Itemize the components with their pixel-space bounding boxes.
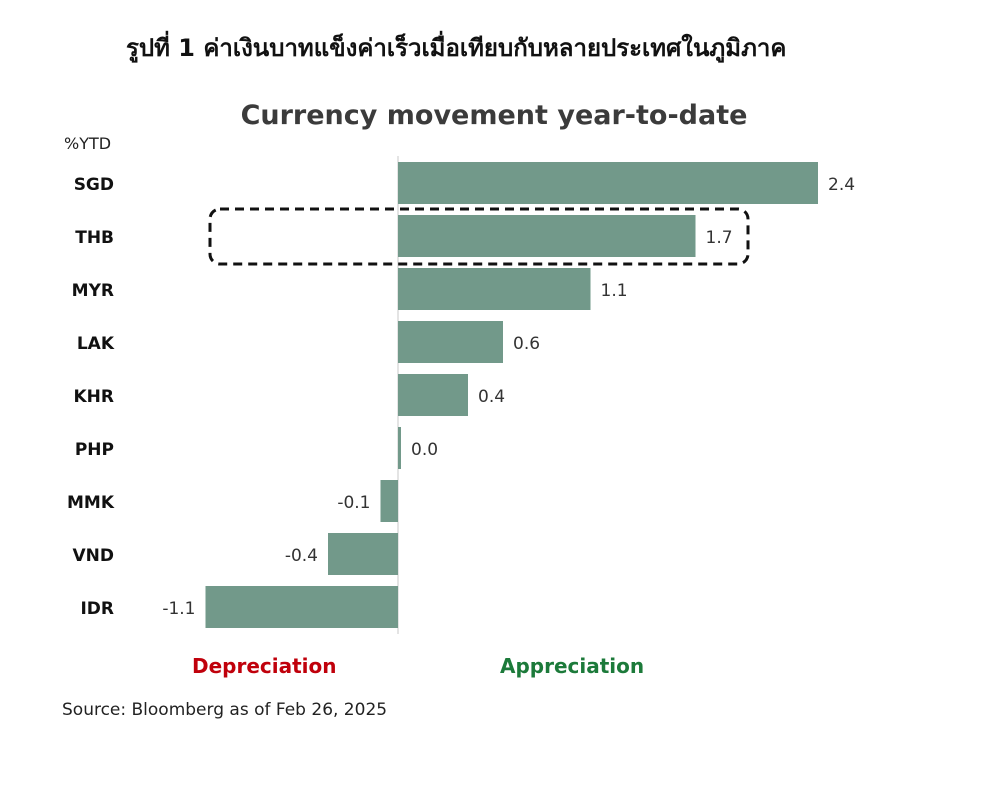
bar-vnd — [328, 533, 398, 575]
category-label-php: PHP — [75, 440, 114, 460]
legend-depreciation: Depreciation — [192, 654, 337, 678]
value-label-mmk: -0.1 — [337, 493, 370, 513]
value-label-sgd: 2.4 — [828, 175, 855, 195]
bar-lak — [398, 321, 503, 363]
value-label-khr: 0.4 — [478, 387, 505, 407]
category-label-vnd: VND — [73, 546, 115, 566]
bar-php — [398, 427, 401, 469]
bar-myr — [398, 268, 591, 310]
bar-sgd — [398, 162, 818, 204]
value-label-vnd: -0.4 — [285, 546, 318, 566]
category-label-mmk: MMK — [67, 493, 115, 513]
category-label-lak: LAK — [77, 334, 115, 354]
value-label-thb: 1.7 — [706, 228, 733, 248]
chart-title: Currency movement year-to-date — [240, 100, 748, 131]
category-label-sgd: SGD — [74, 175, 114, 195]
category-label-khr: KHR — [74, 387, 115, 407]
category-label-idr: IDR — [80, 599, 114, 619]
category-label-myr: MYR — [72, 281, 114, 301]
value-label-idr: -1.1 — [162, 599, 195, 619]
legend-appreciation: Appreciation — [500, 654, 645, 678]
highlight-box-thb — [208, 207, 750, 266]
bar-idr — [205, 586, 398, 628]
bar-thb — [398, 215, 696, 257]
category-label-thb: THB — [75, 228, 114, 248]
value-label-php: 0.0 — [411, 440, 438, 460]
bar-khr — [398, 374, 468, 416]
bar-mmk — [380, 480, 398, 522]
unit-label: %YTD — [64, 134, 112, 153]
value-label-lak: 0.6 — [513, 334, 540, 354]
figure-heading: รูปที่ 1 ค่าเงินบาทแข็งค่าเร็วเมื่อเทียบ… — [126, 34, 787, 62]
value-label-myr: 1.1 — [601, 281, 628, 301]
source-note: Source: Bloomberg as of Feb 26, 2025 — [62, 700, 388, 720]
